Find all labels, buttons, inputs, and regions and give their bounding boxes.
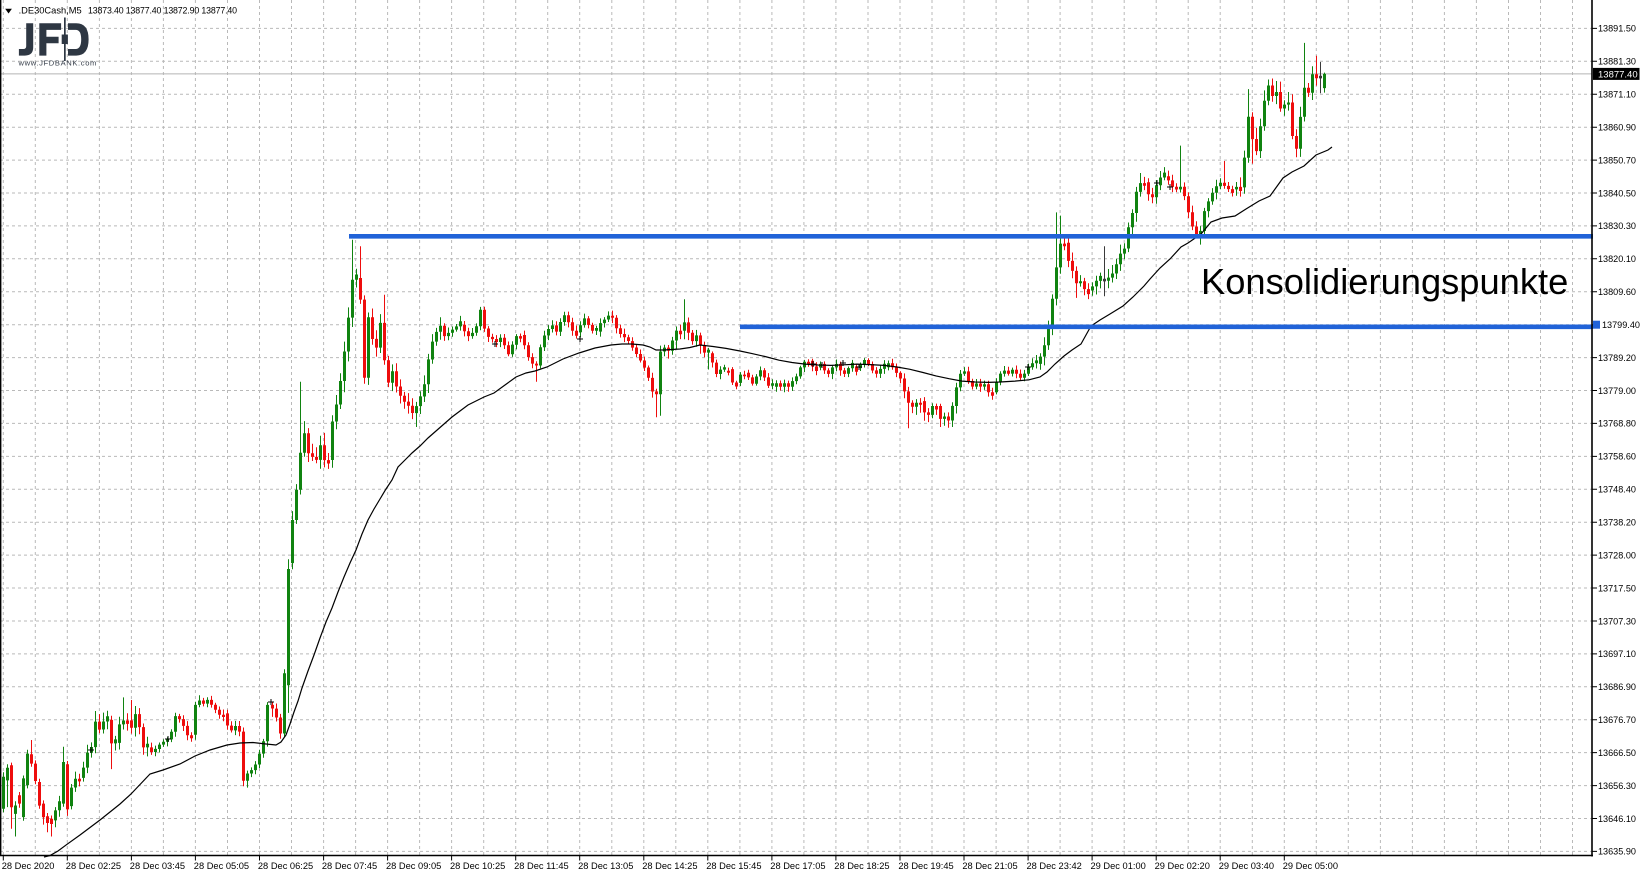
svg-text:29 Dec 05:00: 29 Dec 05:00 [1283, 861, 1338, 871]
svg-text:13646.10: 13646.10 [1598, 814, 1636, 824]
svg-text:28 Dec 23:42: 28 Dec 23:42 [1027, 861, 1082, 871]
svg-text:13768.80: 13768.80 [1598, 419, 1636, 429]
svg-text:13666.50: 13666.50 [1598, 748, 1636, 758]
svg-text:28 Dec 06:25: 28 Dec 06:25 [258, 861, 313, 871]
svg-text:13891.50: 13891.50 [1598, 24, 1636, 34]
svg-text:28 Dec 15:45: 28 Dec 15:45 [706, 861, 761, 871]
svg-text:13840.50: 13840.50 [1598, 188, 1636, 198]
svg-text:13748.40: 13748.40 [1598, 485, 1636, 495]
svg-text:28 Dec 11:45: 28 Dec 11:45 [514, 861, 569, 871]
svg-text:13686.90: 13686.90 [1598, 682, 1636, 692]
svg-text:28 Dec 02:25: 28 Dec 02:25 [66, 861, 121, 871]
svg-text:13707.30: 13707.30 [1598, 616, 1636, 626]
svg-text:13860.90: 13860.90 [1598, 123, 1636, 133]
svg-text:28 Dec 17:05: 28 Dec 17:05 [770, 861, 825, 871]
svg-text:28 Dec 13:05: 28 Dec 13:05 [578, 861, 633, 871]
svg-text:13656.30: 13656.30 [1598, 781, 1636, 791]
svg-text:28 Dec 07:45: 28 Dec 07:45 [322, 861, 377, 871]
svg-text:29 Dec 03:40: 29 Dec 03:40 [1219, 861, 1274, 871]
svg-text:13809.60: 13809.60 [1598, 287, 1636, 297]
svg-text:13871.10: 13871.10 [1598, 90, 1636, 100]
svg-text:13830.30: 13830.30 [1598, 221, 1636, 231]
svg-text:28 Dec 21:05: 28 Dec 21:05 [962, 861, 1017, 871]
svg-text:13799.40: 13799.40 [1602, 320, 1640, 330]
svg-text:28 Dec 19:45: 28 Dec 19:45 [898, 861, 953, 871]
svg-text:13881.30: 13881.30 [1598, 57, 1636, 67]
svg-text:13850.70: 13850.70 [1598, 155, 1636, 165]
svg-text:29 Dec 02:20: 29 Dec 02:20 [1155, 861, 1210, 871]
svg-text:Konsolidierungspunkte: Konsolidierungspunkte [1201, 261, 1568, 302]
svg-text:.DE30Cash,M5: .DE30Cash,M5 [19, 5, 82, 15]
svg-text:13676.70: 13676.70 [1598, 715, 1636, 725]
svg-text:28 Dec 10:25: 28 Dec 10:25 [450, 861, 505, 871]
svg-text:13717.50: 13717.50 [1598, 583, 1636, 593]
svg-text:28 Dec 18:25: 28 Dec 18:25 [834, 861, 889, 871]
svg-text:13877.40: 13877.40 [1598, 69, 1638, 80]
svg-text:13738.20: 13738.20 [1598, 518, 1636, 528]
svg-text:www.JFDBANK.com: www.JFDBANK.com [18, 59, 98, 68]
svg-text:13820.10: 13820.10 [1598, 254, 1636, 264]
svg-text:28 Dec 05:05: 28 Dec 05:05 [194, 861, 249, 871]
svg-text:28 Dec 09:05: 28 Dec 09:05 [386, 861, 441, 871]
svg-text:28 Dec 2020: 28 Dec 2020 [2, 861, 55, 871]
svg-text:28 Dec 14:25: 28 Dec 14:25 [642, 861, 697, 871]
svg-text:13697.10: 13697.10 [1598, 649, 1636, 659]
svg-text:13635.90: 13635.90 [1598, 847, 1636, 857]
svg-text:13728.00: 13728.00 [1598, 550, 1636, 560]
svg-text:13758.60: 13758.60 [1598, 452, 1636, 462]
svg-text:29 Dec 01:00: 29 Dec 01:00 [1091, 861, 1146, 871]
svg-text:13873.40 13877.40 13872.90 138: 13873.40 13877.40 13872.90 13877.40 [88, 5, 237, 15]
svg-text:28 Dec 03:45: 28 Dec 03:45 [130, 861, 185, 871]
svg-text:13789.20: 13789.20 [1598, 353, 1636, 363]
svg-text:13779.00: 13779.00 [1598, 386, 1636, 396]
